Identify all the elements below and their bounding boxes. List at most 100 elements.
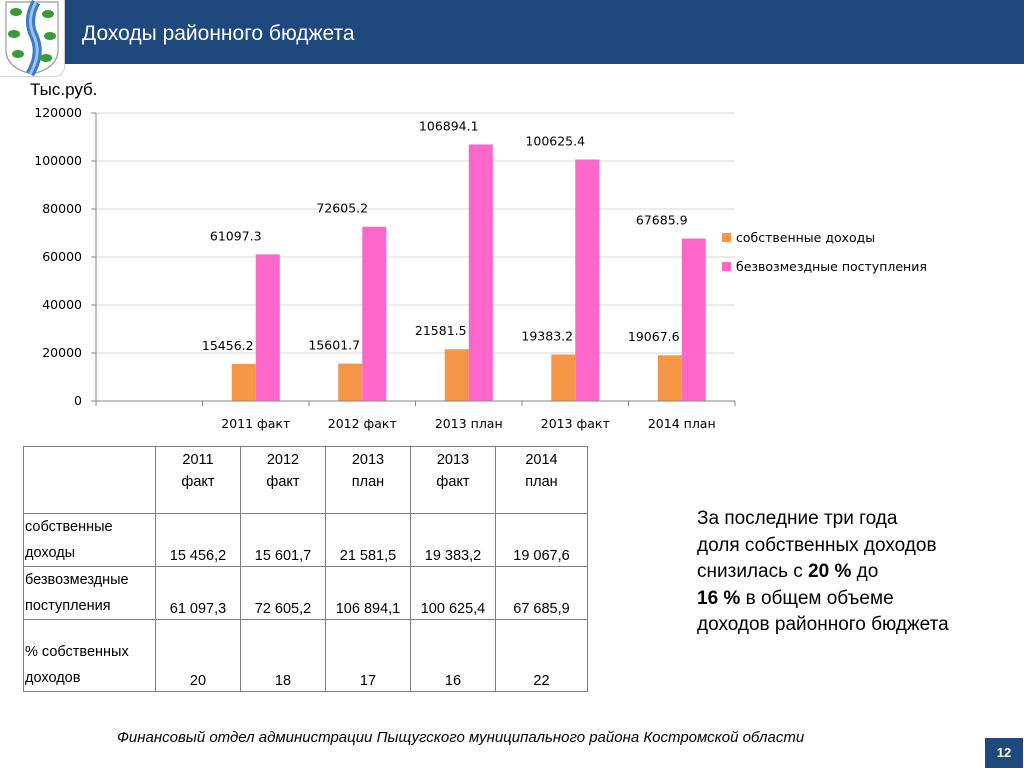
note-line: доля собственных доходов — [697, 534, 937, 556]
page-number: 12 — [985, 738, 1023, 768]
bar — [657, 355, 682, 401]
summary-note: За последние три года доля собственных д… — [697, 506, 1017, 639]
table-header-cell: 2013 план — [325, 446, 411, 514]
y-tick-label: 80000 — [42, 201, 82, 216]
title-bar: Доходы районного бюджета — [0, 0, 1024, 64]
legend-swatch — [722, 262, 731, 271]
header-kind: план — [351, 474, 385, 490]
data-label: 100625.4 — [525, 133, 585, 148]
table-cell: 100 625,4 — [410, 566, 496, 620]
bar — [575, 159, 600, 401]
header-year: 2012 — [266, 452, 300, 468]
x-tick-label: 2014 план — [648, 416, 716, 431]
note-highlight: 16 % — [697, 587, 741, 609]
note-line: За последние три года — [697, 508, 898, 529]
table-header-cell: 2014 план — [495, 446, 588, 514]
page-title: Доходы районного бюджета — [82, 22, 355, 45]
bar — [255, 254, 280, 401]
data-label: 15601.7 — [308, 338, 360, 353]
x-tick-label: 2011 факт — [221, 416, 290, 431]
data-label: 19067.6 — [628, 329, 680, 344]
bar — [362, 226, 387, 401]
data-label: 19383.2 — [521, 328, 573, 343]
x-tick-label: 2012 факт — [328, 416, 397, 431]
table-cell: 19 067,6 — [495, 513, 588, 567]
header-year: 2014 — [525, 452, 558, 468]
income-table: 2011 факт 2012 факт 2013 план 2013 факт 2014… — [23, 446, 588, 692]
note-highlight: 20 % — [808, 561, 852, 582]
y-tick-label: 20000 — [42, 345, 82, 360]
table-cell: 67 685,9 — [495, 566, 588, 620]
header-kind: факт — [436, 474, 470, 490]
row-label: % собственных доходов — [23, 619, 156, 692]
bar — [231, 363, 256, 401]
table-cell: 15 456,2 — [155, 513, 241, 567]
bar — [468, 144, 493, 401]
footer-text: Финансовый отдел администрации Пыщугског… — [117, 729, 805, 746]
data-label: 61097.3 — [210, 228, 262, 243]
table-corner-cell — [23, 446, 156, 514]
header-kind: факт — [181, 474, 215, 490]
data-label: 21581.5 — [415, 323, 467, 338]
y-tick-label: 40000 — [42, 297, 82, 312]
data-label: 106894.1 — [419, 118, 479, 133]
header-kind: план — [525, 474, 558, 490]
y-tick-label: 60000 — [42, 249, 82, 264]
note-line: доходов районного бюджета — [697, 614, 949, 635]
y-tick-label: 100000 — [34, 153, 82, 168]
header-year: 2011 — [182, 452, 214, 468]
row-label: собственные доходы — [23, 513, 156, 567]
legend-label: собственные доходы — [736, 230, 875, 245]
table-row: % собственных доходов 20 18 17 16 22 — [23, 619, 588, 692]
note-text: снизилась с — [697, 561, 809, 582]
table-cell: 16 — [410, 619, 496, 692]
table-header-cell: 2013 факт — [410, 446, 496, 514]
note-text: до — [851, 561, 879, 582]
table-cell: 72 605,2 — [240, 566, 326, 620]
row-label-line: безвозмездные — [25, 572, 129, 588]
table-row: собственные доходы 15 456,2 15 601,7 21 5… — [23, 513, 588, 567]
table-cell: 19 383,2 — [410, 513, 496, 567]
header-year: 2013 — [436, 452, 470, 468]
table-header-cell: 2011 факт — [155, 446, 241, 514]
row-label: безвозмездные поступления — [23, 566, 156, 620]
y-tick-label: 0 — [74, 393, 82, 408]
bar — [551, 354, 576, 401]
table-cell: 18 — [240, 619, 326, 692]
x-tick-label: 2013 план — [435, 416, 503, 431]
table-header-cell: 2012 факт — [240, 446, 326, 514]
table-cell: 20 — [155, 619, 241, 692]
y-tick-label: 120000 — [34, 105, 82, 120]
data-label: 15456.2 — [202, 338, 254, 353]
table-cell: 61 097,3 — [155, 566, 241, 620]
coat-of-arms-logo — [0, 0, 65, 77]
row-label-line: % собственных — [25, 644, 129, 660]
table-header-row: 2011 факт 2012 факт 2013 план 2013 факт 2014… — [23, 446, 588, 514]
legend-swatch — [722, 233, 731, 242]
note-line: 16 % в общем объеме — [697, 586, 1017, 613]
table-cell: 22 — [495, 619, 588, 692]
data-label: 67685.9 — [636, 213, 688, 228]
bar — [681, 238, 706, 401]
row-label-line: собственные — [25, 519, 113, 535]
table-cell: 17 — [325, 619, 411, 692]
note-line: снизилась с 20 % до — [697, 559, 1017, 586]
row-label-line: поступления — [25, 598, 111, 614]
note-text: в общем объеме — [740, 587, 894, 609]
header-year: 2013 — [351, 452, 385, 468]
unit-label: Тыс.руб. — [30, 80, 98, 99]
bar — [444, 349, 469, 401]
table-cell: 106 894,1 — [325, 566, 411, 620]
table-row: безвозмездные поступления 61 097,3 72 605… — [23, 566, 588, 620]
coat-of-arms-icon — [5, 0, 59, 77]
data-label: 72605.2 — [316, 201, 368, 216]
header-kind: факт — [266, 474, 300, 490]
bar — [338, 363, 363, 401]
row-label-line: доходов — [25, 670, 81, 686]
legend-label: безвозмездные поступления — [736, 259, 927, 274]
table-cell: 15 601,7 — [240, 513, 326, 567]
table-cell: 21 581,5 — [325, 513, 411, 567]
row-label-line: доходы — [25, 545, 76, 561]
budget-bar-chart: 15456.2 61097.3 15601.7 72605.2 21581.5 10689… — [34, 105, 927, 431]
x-tick-label: 2013 факт — [541, 416, 610, 431]
